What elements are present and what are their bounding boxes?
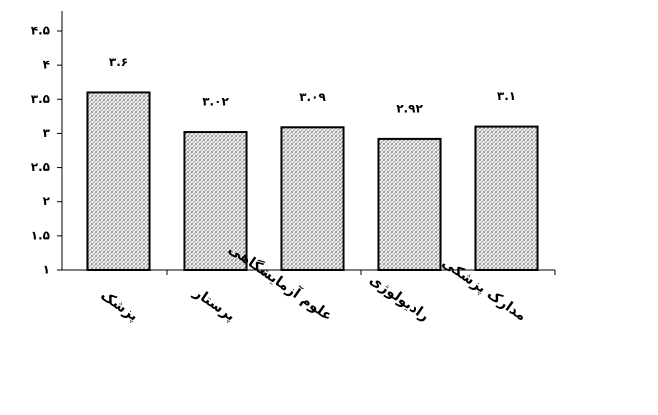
bar <box>474 125 539 271</box>
y-tick-label: ۴ <box>43 58 50 72</box>
data-label: ۳.۱ <box>497 89 516 103</box>
y-tick-label: ۲ <box>43 194 51 208</box>
bar <box>183 131 248 271</box>
x-tick-label: پرستار <box>190 284 238 325</box>
y-tick-label: ۱.۵ <box>31 228 50 242</box>
bar <box>280 126 345 272</box>
bar <box>377 137 442 271</box>
y-tick-label: ۱ <box>43 263 50 277</box>
data-label: ۳.۰۲ <box>202 95 229 109</box>
data-label: ۳.۰۹ <box>299 90 326 104</box>
y-tick-label: ۳.۵ <box>31 92 50 106</box>
data-label: ۲.۹۲ <box>396 101 423 115</box>
y-tick-label: ۴.۵ <box>31 24 50 38</box>
bar <box>86 91 151 272</box>
y-tick-label: ۲.۵ <box>31 160 50 174</box>
data-label: ۳.۶ <box>109 55 128 69</box>
x-tick-label: رادیولوژی <box>366 272 432 325</box>
x-tick-label: پزشک <box>97 287 141 324</box>
y-tick-label: ۳ <box>43 126 51 140</box>
